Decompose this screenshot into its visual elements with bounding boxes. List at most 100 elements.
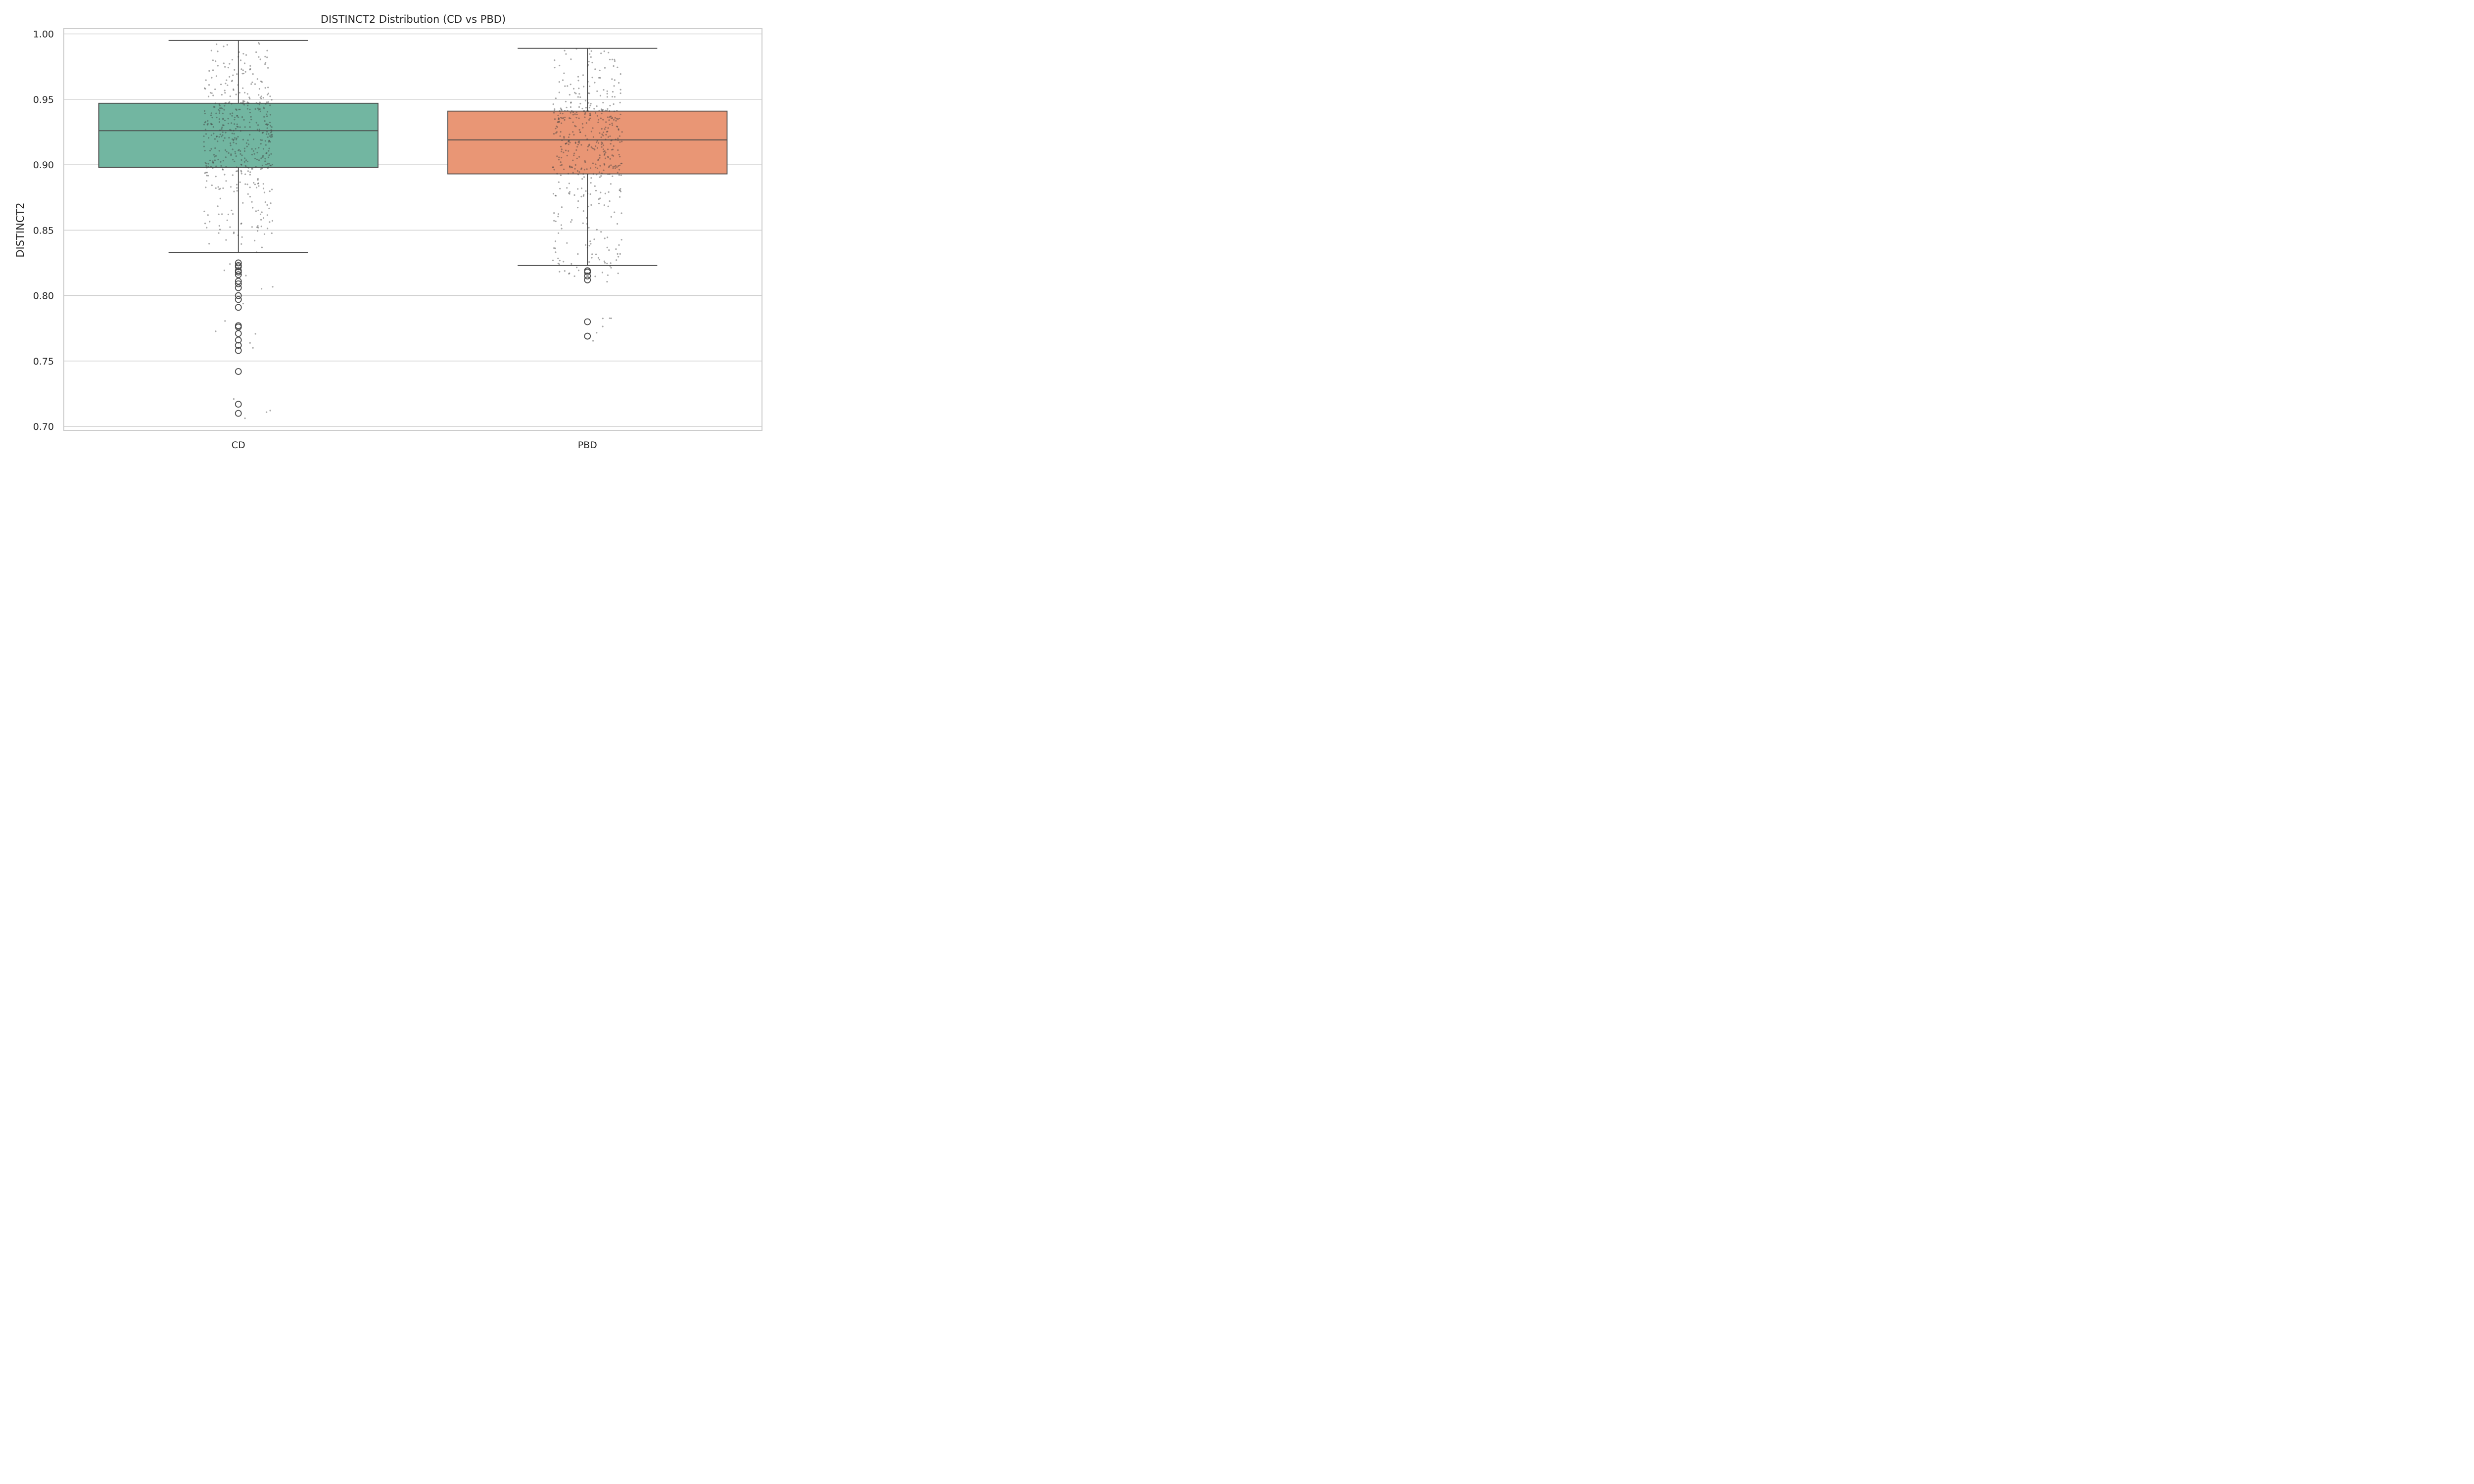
jitter-point	[618, 117, 620, 120]
jitter-point	[270, 129, 272, 131]
jitter-point	[604, 128, 606, 130]
jitter-point	[249, 342, 251, 344]
jitter-point	[222, 134, 224, 136]
outlier-marker	[584, 269, 591, 276]
jitter-point	[232, 112, 234, 114]
jitter-point	[232, 148, 234, 150]
jitter-point	[207, 120, 209, 122]
jitter-point	[558, 159, 560, 161]
jitter-point	[269, 104, 271, 106]
jitter-point	[234, 116, 236, 118]
jitter-point	[615, 248, 617, 250]
jitter-point	[224, 102, 226, 104]
jitter-point	[257, 182, 259, 184]
jitter-point	[600, 52, 602, 54]
jitter-point	[244, 71, 246, 73]
jitter-point	[599, 154, 601, 156]
jitter-point	[599, 77, 601, 79]
y-tick-label: 0.75	[33, 356, 54, 367]
jitter-point	[553, 169, 555, 171]
jitter-point	[568, 273, 570, 275]
jitter-point	[212, 94, 214, 96]
jitter-point	[584, 99, 586, 101]
jitter-point	[210, 114, 212, 116]
jitter-point	[577, 270, 580, 272]
jitter-point	[568, 150, 570, 152]
jitter-point	[220, 84, 222, 86]
jitter-point	[266, 124, 268, 126]
jitter-point	[609, 158, 611, 160]
jitter-point	[224, 174, 226, 176]
jitter-point	[218, 121, 220, 123]
jitter-point	[569, 166, 571, 168]
jitter-point	[602, 142, 604, 144]
jitter-point	[598, 119, 600, 121]
jitter-point	[240, 164, 242, 166]
jitter-point	[253, 153, 255, 155]
jitter-point	[266, 56, 268, 58]
jitter-point	[621, 131, 623, 133]
jitter-point	[569, 134, 571, 136]
jitter-point	[577, 80, 579, 82]
jitter-point	[238, 51, 240, 53]
jitter-point	[610, 262, 612, 264]
outlier-marker	[235, 304, 242, 311]
jitter-point	[604, 109, 607, 111]
jitter-point	[254, 333, 256, 335]
jitter-point	[236, 170, 238, 172]
jitter-point	[601, 172, 603, 174]
jitter-point	[594, 82, 596, 84]
jitter-point	[256, 226, 258, 228]
jitter-point	[204, 172, 206, 174]
jitter-point	[255, 186, 258, 188]
jitter-point	[239, 108, 241, 110]
jitter-point	[606, 280, 608, 283]
jitter-point	[263, 106, 265, 108]
jitter-point	[224, 92, 226, 94]
jitter-point	[269, 114, 272, 116]
jitter-point	[575, 111, 577, 113]
jitter-point	[571, 219, 573, 221]
outlier-marker	[584, 272, 591, 279]
jitter-point	[214, 159, 216, 161]
jitter-point	[585, 107, 587, 109]
jitter-point	[270, 153, 272, 155]
x-axis-ticks: CD PBD	[232, 440, 597, 451]
jitter-point	[234, 123, 236, 125]
jitter-point	[555, 128, 557, 130]
jitter-point	[617, 149, 619, 151]
jitter-point	[236, 109, 238, 111]
jitter-point	[265, 103, 267, 105]
jitter-point	[572, 111, 574, 113]
jitter-point	[602, 135, 604, 137]
jitter-point	[207, 175, 209, 177]
jitter-point	[576, 267, 578, 269]
jitter-point	[217, 140, 219, 142]
jitter-point	[600, 231, 602, 233]
jitter-point	[561, 139, 563, 141]
jitter-point	[569, 117, 571, 119]
jitter-point	[218, 232, 220, 234]
jitter-point	[574, 168, 576, 170]
jitter-point	[603, 89, 605, 91]
jitter-point	[258, 109, 260, 111]
jitter-point	[598, 171, 601, 173]
jitter-point	[269, 190, 271, 192]
jitter-point	[203, 210, 205, 212]
jitter-point	[227, 123, 230, 125]
jitter-point	[597, 121, 599, 123]
jitter-point	[582, 195, 584, 197]
jitter-point	[577, 76, 579, 78]
jitter-point	[267, 136, 269, 138]
jitter-point	[211, 185, 213, 186]
outlier-marker	[235, 271, 242, 278]
jitter-point	[257, 124, 259, 126]
jitter-point	[568, 140, 570, 142]
jitter-point	[610, 183, 612, 185]
jitter-point	[569, 141, 571, 143]
jitter-point	[596, 105, 598, 107]
jitter-point	[563, 168, 565, 170]
jitter-point	[221, 128, 223, 130]
jitter-point	[596, 174, 598, 176]
jitter-point	[619, 73, 621, 75]
